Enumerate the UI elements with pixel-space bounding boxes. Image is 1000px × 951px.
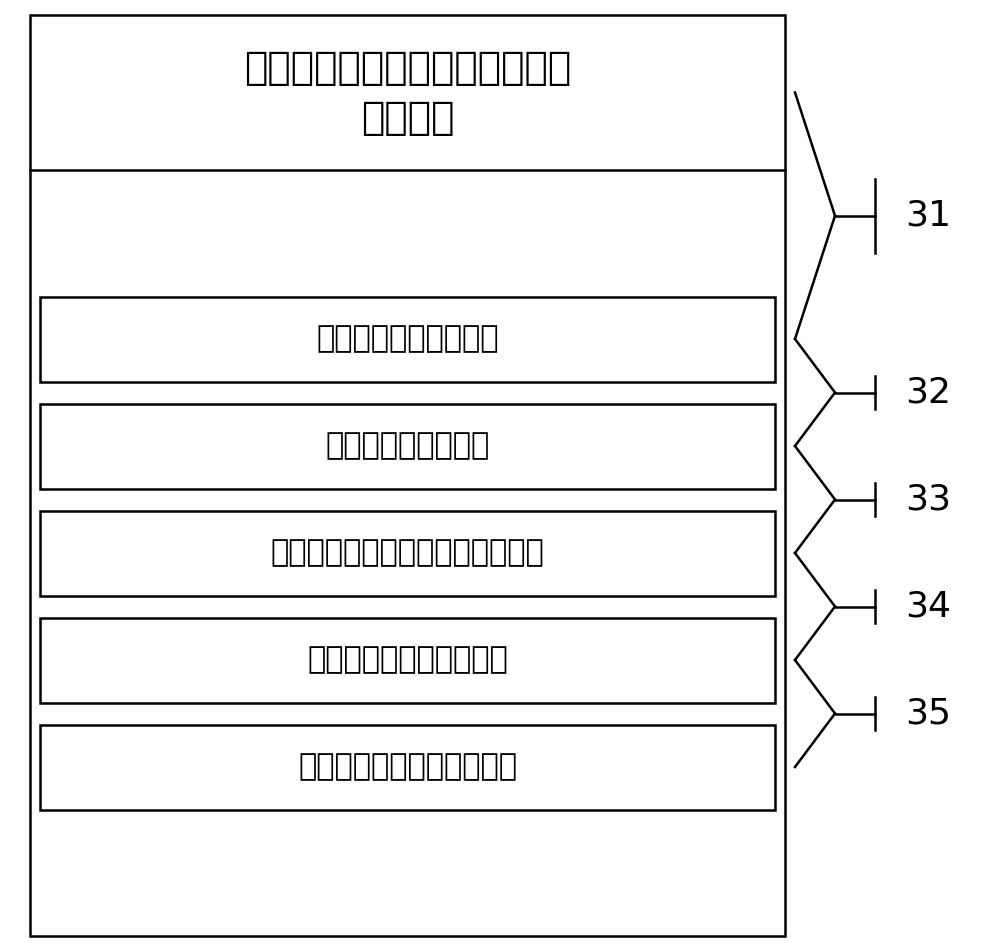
Bar xyxy=(40,725,775,809)
Text: 原始地层压力获取单元: 原始地层压力获取单元 xyxy=(316,324,499,354)
Text: 碳酸盐岩缝洞型油气藏压力系数
确定系统: 碳酸盐岩缝洞型油气藏压力系数 确定系统 xyxy=(244,49,571,137)
Text: 31: 31 xyxy=(905,199,951,233)
Text: 真实地层压力系数确定单元: 真实地层压力系数确定单元 xyxy=(298,752,517,782)
Text: 35: 35 xyxy=(905,696,951,730)
Text: 缝洞体体积获取单元: 缝洞体体积获取单元 xyxy=(325,432,490,460)
Text: 34: 34 xyxy=(905,590,951,624)
Text: 32: 32 xyxy=(905,376,951,410)
Text: 漏失后地层压力确定单元: 漏失后地层压力确定单元 xyxy=(307,646,508,674)
Bar xyxy=(30,15,785,936)
Bar xyxy=(40,297,775,381)
Bar xyxy=(40,617,775,703)
Text: 33: 33 xyxy=(905,482,951,516)
Bar xyxy=(40,403,775,489)
Text: 漏失量以及地层流体参数获取单元: 漏失量以及地层流体参数获取单元 xyxy=(271,538,544,568)
Bar xyxy=(40,511,775,595)
